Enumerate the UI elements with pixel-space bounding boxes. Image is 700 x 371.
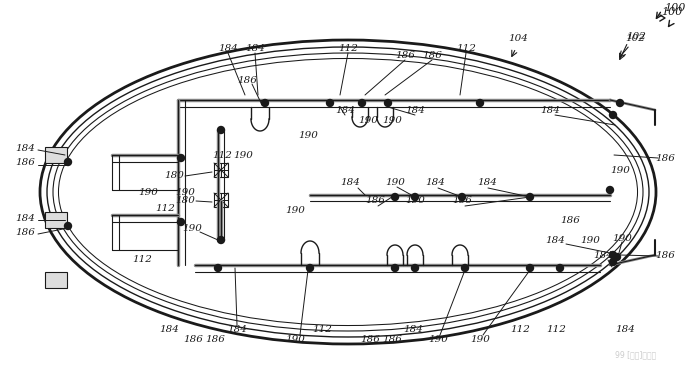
- Text: 112: 112: [510, 325, 530, 335]
- Circle shape: [461, 265, 468, 272]
- Text: 184: 184: [403, 325, 423, 335]
- Circle shape: [326, 99, 333, 106]
- Ellipse shape: [59, 59, 637, 325]
- Text: 186: 186: [237, 76, 257, 85]
- Circle shape: [358, 99, 365, 106]
- Text: 186: 186: [365, 196, 385, 204]
- Text: 186: 186: [183, 335, 203, 345]
- Text: 190: 190: [285, 335, 305, 345]
- Text: 104: 104: [508, 33, 528, 43]
- Text: 184: 184: [477, 177, 497, 187]
- Circle shape: [458, 194, 466, 200]
- Bar: [45, 272, 67, 288]
- Circle shape: [214, 265, 221, 272]
- Text: 186: 186: [360, 335, 380, 345]
- Text: 180: 180: [175, 196, 195, 204]
- Text: 190: 190: [580, 236, 600, 244]
- Circle shape: [218, 127, 225, 134]
- Text: 184: 184: [545, 236, 565, 244]
- Text: 112: 112: [155, 204, 175, 213]
- Text: 99 [이름]이미지: 99 [이름]이미지: [615, 351, 656, 359]
- Circle shape: [218, 236, 225, 243]
- Text: 190: 190: [610, 165, 630, 174]
- Text: 102: 102: [626, 32, 646, 40]
- Circle shape: [556, 265, 564, 272]
- Text: 186: 186: [15, 158, 35, 167]
- Text: 112: 112: [212, 151, 232, 160]
- Text: 184: 184: [227, 325, 247, 335]
- Text: 190: 190: [233, 151, 253, 160]
- Text: 190: 190: [428, 335, 448, 345]
- Text: 184: 184: [425, 177, 445, 187]
- Circle shape: [526, 194, 533, 200]
- Text: 184: 184: [593, 250, 613, 259]
- Text: 184: 184: [15, 144, 35, 152]
- Text: 190: 190: [405, 196, 425, 204]
- Text: 100: 100: [664, 3, 686, 13]
- Text: 190: 190: [182, 223, 202, 233]
- Circle shape: [617, 99, 624, 106]
- Text: 186: 186: [15, 227, 35, 236]
- Text: 184: 184: [159, 325, 179, 335]
- Text: 100: 100: [662, 7, 682, 17]
- Bar: [45, 212, 67, 228]
- Text: 186: 186: [382, 335, 402, 345]
- Circle shape: [526, 265, 533, 272]
- Text: 190: 190: [358, 115, 378, 125]
- Circle shape: [610, 112, 617, 118]
- Text: 190: 190: [298, 131, 318, 139]
- Text: 190: 190: [285, 206, 305, 214]
- Text: 186: 186: [560, 216, 580, 224]
- Text: 184: 184: [540, 105, 560, 115]
- Circle shape: [391, 265, 398, 272]
- Text: 184: 184: [218, 43, 238, 53]
- Text: 184: 184: [405, 105, 425, 115]
- Text: 184: 184: [340, 177, 360, 187]
- Text: 186: 186: [205, 335, 225, 345]
- Circle shape: [412, 265, 419, 272]
- Circle shape: [262, 99, 269, 106]
- Circle shape: [178, 154, 185, 161]
- Text: 190: 190: [382, 115, 402, 125]
- Circle shape: [477, 99, 484, 106]
- Circle shape: [412, 194, 419, 200]
- Text: 190: 190: [612, 233, 632, 243]
- Text: 186: 186: [395, 50, 415, 59]
- Text: 186: 186: [452, 196, 472, 204]
- Bar: [214, 193, 228, 207]
- Circle shape: [391, 194, 398, 200]
- Text: 184: 184: [615, 325, 635, 335]
- Text: 190: 190: [470, 335, 490, 345]
- Bar: [45, 147, 67, 163]
- Text: 184: 184: [335, 105, 355, 115]
- Circle shape: [610, 259, 617, 266]
- Text: 184: 184: [245, 43, 265, 53]
- Text: 190: 190: [175, 187, 195, 197]
- Text: 190: 190: [138, 187, 158, 197]
- Circle shape: [610, 252, 617, 259]
- Text: 112: 112: [546, 325, 566, 335]
- Text: 112: 112: [456, 43, 476, 53]
- Circle shape: [307, 265, 314, 272]
- Text: 186: 186: [655, 154, 675, 162]
- Text: 102: 102: [625, 33, 645, 43]
- Text: 112: 112: [312, 325, 332, 335]
- Text: 190: 190: [385, 177, 405, 187]
- Text: 180: 180: [164, 171, 184, 180]
- Circle shape: [384, 99, 391, 106]
- Text: 186: 186: [655, 250, 675, 259]
- Circle shape: [64, 223, 71, 230]
- Circle shape: [606, 187, 613, 194]
- Circle shape: [613, 253, 620, 260]
- Text: 186: 186: [422, 50, 442, 59]
- Text: 112: 112: [132, 256, 152, 265]
- Text: 184: 184: [15, 213, 35, 223]
- Bar: [214, 163, 228, 177]
- Circle shape: [178, 219, 185, 226]
- Text: 112: 112: [338, 43, 358, 53]
- Circle shape: [64, 158, 71, 165]
